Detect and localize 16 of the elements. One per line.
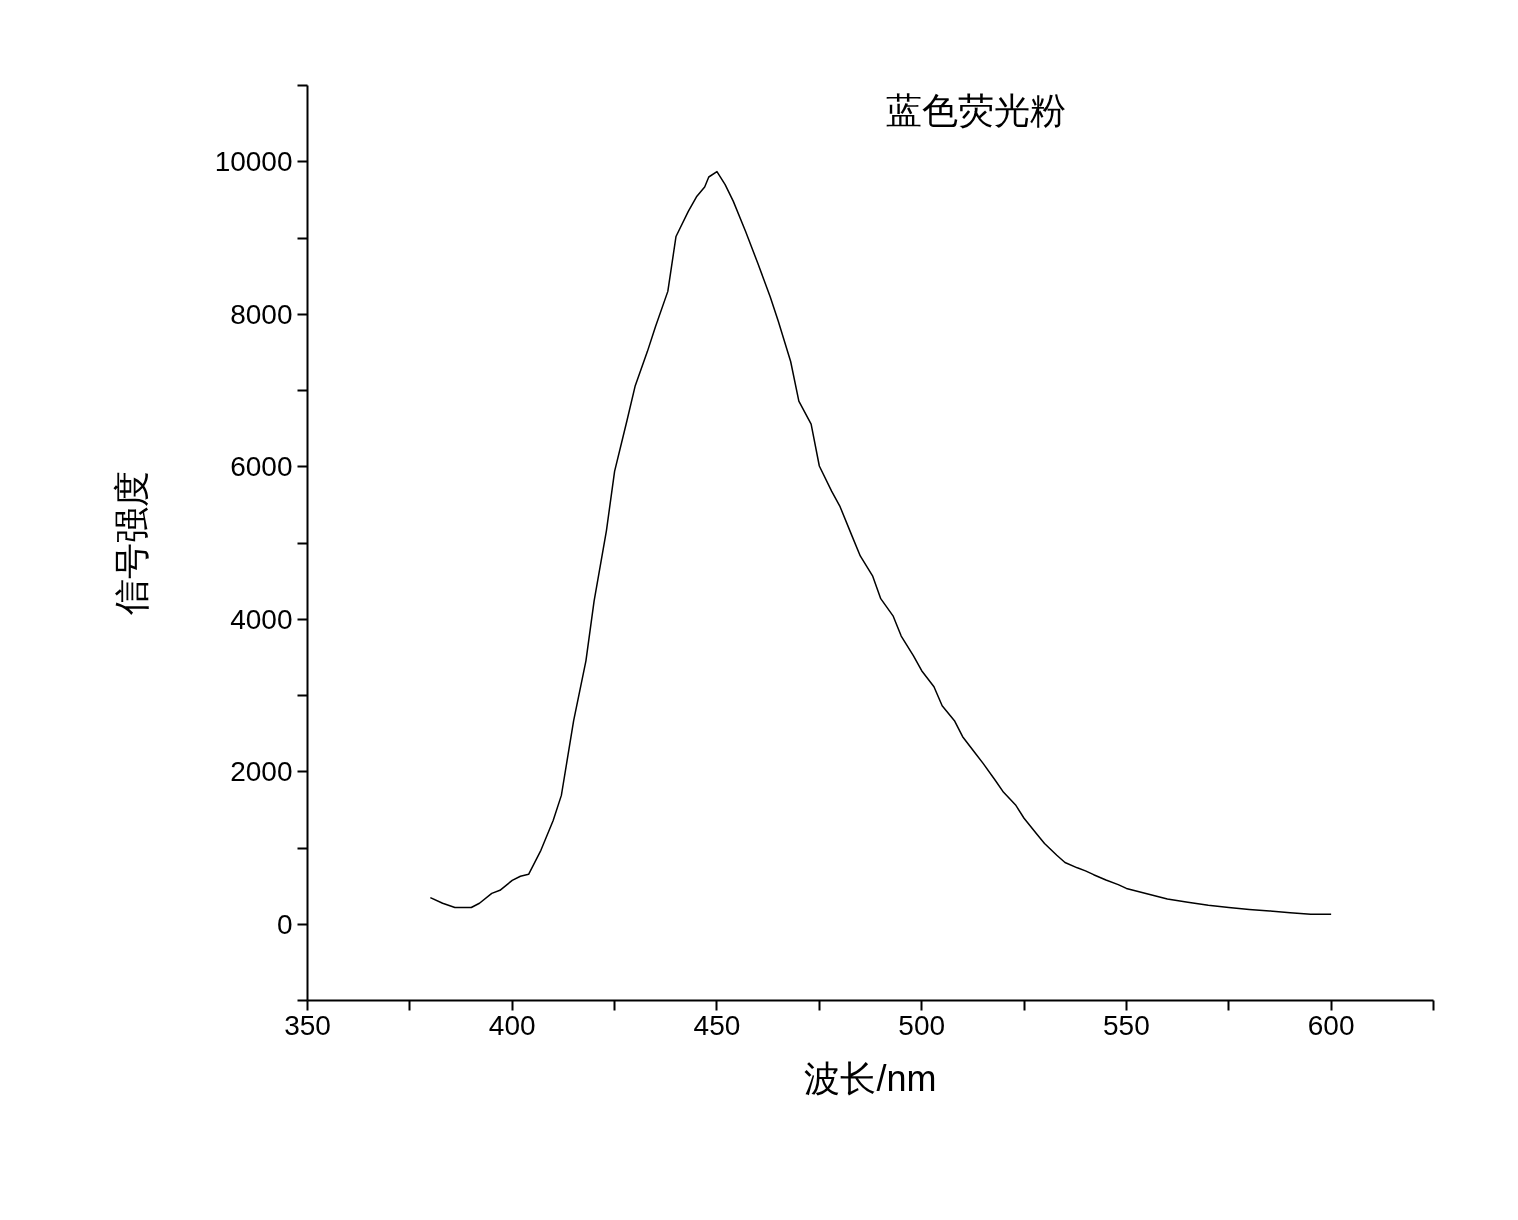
y-tick-label: 4000 [230, 603, 293, 635]
chart-title: 蓝色荧光粉 [885, 89, 1066, 131]
x-axis-title: 波长/nm [804, 1057, 937, 1099]
x-tick-label: 600 [1307, 1009, 1355, 1041]
x-tick-label: 350 [284, 1009, 331, 1041]
x-tick-label: 450 [693, 1009, 741, 1041]
y-tick-label: 0 [276, 908, 293, 940]
y-tick-label: 8000 [230, 298, 293, 330]
y-tick-label: 2000 [230, 756, 293, 788]
x-tick-label: 550 [1103, 1009, 1150, 1041]
x-tick-label: 500 [898, 1009, 946, 1041]
line-series [429, 170, 1332, 916]
y-tick-label: 6000 [230, 451, 293, 483]
x-tick-label: 400 [488, 1009, 536, 1041]
y-axis-title: 信号强度 [110, 471, 152, 615]
y-tick-label: 10000 [214, 146, 293, 178]
